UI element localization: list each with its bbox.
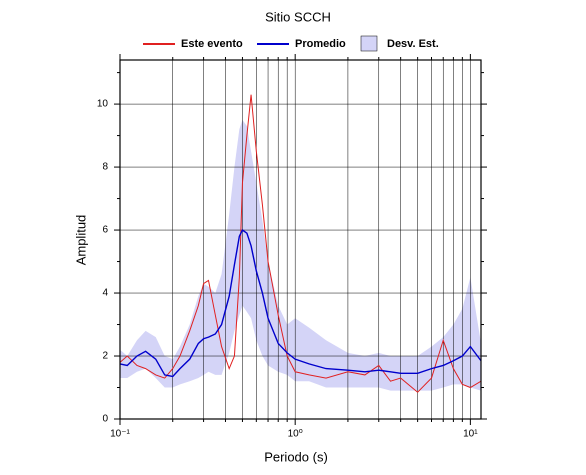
std-band <box>120 119 481 391</box>
y-tick-label: 0 <box>102 414 108 425</box>
y-tick-label: 6 <box>102 225 108 236</box>
x-tick-label: 10¹ <box>463 429 478 440</box>
y-tick-label: 2 <box>102 351 108 362</box>
data-line <box>119 94 482 393</box>
data-line <box>119 229 482 378</box>
x-axis-label: Periodo (s) <box>264 449 328 464</box>
chart-title: Sitio SCCH <box>265 9 331 24</box>
legend-swatch <box>360 35 378 52</box>
y-tick-label: 10 <box>97 99 109 110</box>
y-tick-label: 8 <box>102 162 108 173</box>
legend-label: Este evento <box>181 38 243 50</box>
x-tick-label: 10⁰ <box>288 429 303 440</box>
x-tick-label: 10⁻¹ <box>110 429 130 440</box>
plot-frame <box>119 59 482 420</box>
y-tick-label: 4 <box>102 288 108 299</box>
y-axis-label: Amplitud <box>73 215 88 266</box>
legend-label: Desv. Est. <box>387 38 439 50</box>
legend-label: Promedio <box>295 38 346 50</box>
